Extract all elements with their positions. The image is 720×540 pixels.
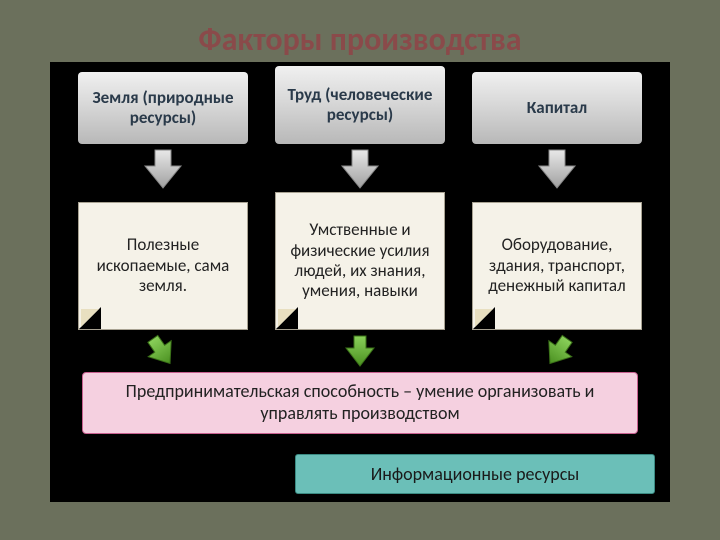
description-text: Умственные и физические усилия людей, их…: [282, 220, 438, 302]
factor-label: Капитал: [527, 98, 587, 118]
info-text: Информационные ресурсы: [371, 463, 580, 485]
arrow-down-icon: [338, 148, 382, 192]
description-box-capital: Оборудование, здания, транспорт, денежны…: [472, 202, 642, 330]
description-box-land: Полезные ископаемые, сама земля.: [78, 202, 248, 330]
corner-fold-icon: [473, 307, 495, 329]
factor-box-land: Земля (природные ресурсы): [78, 72, 248, 144]
factor-label: Земля (природные ресурсы): [82, 88, 244, 127]
corner-fold-icon: [79, 307, 101, 329]
green-arrow-icon: [533, 327, 583, 377]
factor-label: Труд (человеческие ресурсы): [279, 85, 441, 124]
factor-box-capital: Капитал: [472, 72, 642, 144]
diagram-area: Земля (природные ресурсы) Труд (человече…: [50, 62, 670, 502]
arrow-down-icon: [535, 148, 579, 192]
info-resources-box: Информационные ресурсы: [295, 454, 655, 494]
description-text: Полезные ископаемые, сама земля.: [85, 235, 241, 296]
corner-fold-icon: [276, 307, 298, 329]
slide-container: Факторы производства Земля (природные ре…: [0, 0, 720, 540]
green-arrow-icon: [137, 327, 187, 377]
description-box-labor: Умственные и физические усилия людей, их…: [275, 192, 445, 330]
entrepreneur-box: Предпринимательская способность – умение…: [82, 372, 638, 434]
description-text: Оборудование, здания, транспорт, денежны…: [479, 235, 635, 296]
entrepreneur-text: Предпринимательская способность – умение…: [95, 381, 625, 424]
arrow-down-icon: [141, 148, 185, 192]
slide-title: Факторы производства: [0, 0, 720, 67]
green-arrow-icon: [342, 334, 378, 370]
factor-box-labor: Труд (человеческие ресурсы): [275, 66, 445, 144]
